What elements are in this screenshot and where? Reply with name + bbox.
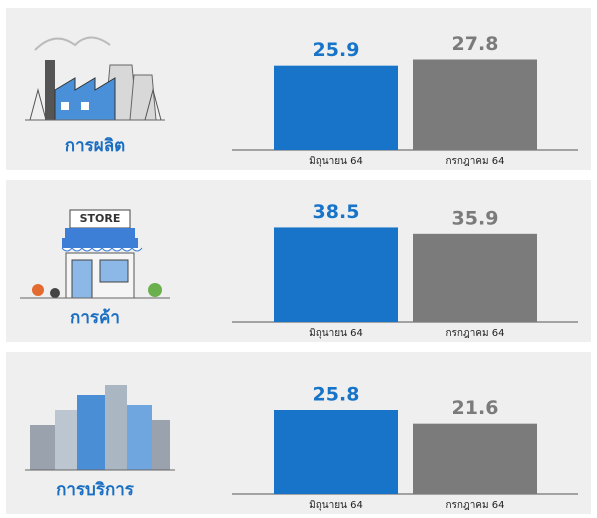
store-icon: STORE xyxy=(20,209,170,299)
value-label: 35.9 xyxy=(452,207,499,229)
svg-text:STORE: STORE xyxy=(80,212,121,225)
category-label: กรกฎาคม 64 xyxy=(446,328,505,339)
category-label: มิถุนายน 64 xyxy=(309,156,363,167)
value-label: 38.5 xyxy=(313,201,360,223)
category-label: กรกฎาคม 64 xyxy=(446,156,505,167)
category-label: มิถุนายน 64 xyxy=(309,500,363,511)
category-label: กรกฎาคม 64 xyxy=(446,500,505,511)
category-label: มิถุนายน 64 xyxy=(309,328,363,339)
bar xyxy=(413,233,537,322)
panel-title: การค้า xyxy=(70,308,120,328)
factory-icon xyxy=(25,36,165,121)
city-icon xyxy=(25,385,175,471)
value-label: 25.9 xyxy=(313,39,360,61)
value-label: 21.6 xyxy=(452,397,499,419)
value-label: 27.8 xyxy=(452,33,499,55)
bar xyxy=(274,410,398,494)
bar xyxy=(413,59,537,150)
panel-title: การผลิต xyxy=(65,136,125,156)
value-label: 25.8 xyxy=(313,384,360,406)
bar xyxy=(274,227,398,322)
bar xyxy=(274,65,398,150)
panel-title: การบริการ xyxy=(56,480,135,500)
bar xyxy=(413,423,537,494)
